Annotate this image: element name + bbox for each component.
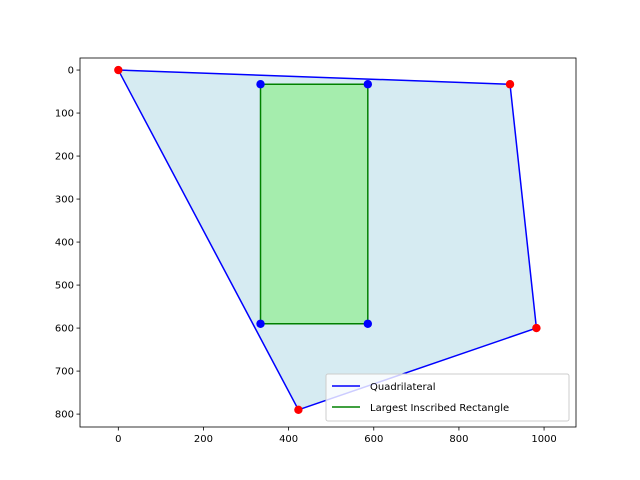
series-1-fill — [260, 84, 368, 324]
y-tick-label: 300 — [55, 195, 74, 206]
y-tick-label: 400 — [55, 238, 74, 249]
x-tick-label: 200 — [194, 434, 213, 445]
axes-frame — [79, 57, 577, 428]
y-tick-label: 500 — [55, 281, 74, 292]
series-1-point-0 — [256, 80, 265, 89]
x-tick-label: 600 — [364, 434, 383, 445]
series-0-point-1 — [505, 80, 515, 89]
series-1-point-2 — [363, 319, 373, 328]
legend-label-quadrilateral: Quadrilateral — [370, 382, 436, 393]
y-tick-label: 700 — [55, 367, 74, 378]
x-tick-label: 400 — [279, 434, 298, 445]
series-1-point-3 — [256, 319, 265, 328]
axes: 0 200 400 600 800 1000 0 100 200 300 400 500 600 700 8… — [55, 57, 577, 445]
legend: Quadrilateral Largest Inscribed Rectangl… — [325, 373, 570, 422]
legend-frame — [325, 373, 570, 422]
y-tick-label: 800 — [55, 410, 74, 421]
x-tick-label: 1000 — [531, 434, 556, 445]
x-tick-label: 0 — [115, 434, 121, 445]
y-tick-label: 100 — [55, 109, 74, 120]
series-0-point-2 — [532, 323, 541, 333]
y-tick-label: 200 — [55, 152, 74, 163]
x-tick-label: 800 — [449, 434, 468, 445]
plot-area — [114, 65, 541, 414]
series-1-point-1 — [363, 80, 373, 89]
y-tick-label: 0 — [68, 66, 74, 77]
legend-label-rectangle: Largest Inscribed Rectangle — [370, 403, 509, 414]
y-tick-label: 600 — [55, 324, 74, 335]
series-0-point-0 — [114, 65, 123, 75]
series-0-point-3 — [294, 405, 303, 414]
